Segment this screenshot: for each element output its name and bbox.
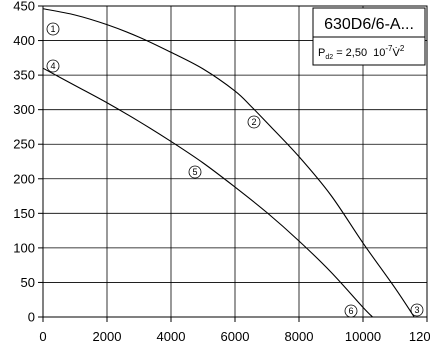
- formula-prefix: P: [318, 47, 325, 59]
- y-tick-label: 150: [13, 206, 35, 221]
- curve-callout: 5: [188, 165, 202, 179]
- legend-formula: Pd2 = 2,50 10-7V̇2: [318, 44, 405, 61]
- x-tick-label: 10000: [345, 329, 381, 344]
- callout-circle: [344, 304, 358, 318]
- y-tick-label: 450: [13, 0, 35, 14]
- curve-callouts: 1 2 3 4 5 6: [46, 22, 424, 318]
- curve-callout: 6: [344, 304, 358, 318]
- series-line-2: [42, 67, 373, 318]
- y-tick-label: 300: [13, 102, 35, 117]
- x-tick-label: 8000: [285, 329, 314, 344]
- curve-callout: 1: [46, 22, 60, 36]
- formula-exponent: -7: [385, 44, 393, 53]
- callout-number: 6: [348, 306, 353, 316]
- x-tick-label: 6000: [221, 329, 250, 344]
- formula-unit: 10: [373, 47, 385, 59]
- y-axis-ticks: 0 50 100 150 200 250 300 350 400 450: [13, 0, 43, 325]
- legend-title: 630D6/6-A...: [324, 16, 414, 33]
- y-tick-label: 50: [21, 275, 35, 290]
- y-tick-label: 250: [13, 137, 35, 152]
- callout-number: 3: [414, 305, 419, 315]
- callout-circle: [247, 115, 261, 129]
- callout-number: 5: [192, 167, 197, 177]
- formula-subscript: d2: [325, 54, 333, 61]
- x-tick-label: 4000: [157, 329, 186, 344]
- series-lines: [42, 8, 415, 318]
- x-axis-ticks: 0 2000 4000 6000 8000 10000 12000: [39, 317, 430, 344]
- callout-circle: [46, 59, 60, 73]
- formula-variable: V̇: [392, 46, 400, 59]
- callout-number: 4: [50, 61, 55, 71]
- callout-circle: [410, 303, 424, 317]
- x-tick-label: 12000: [409, 329, 430, 344]
- y-tick-label: 200: [13, 171, 35, 186]
- y-tick-label: 100: [13, 240, 35, 255]
- callout-circle: [188, 165, 202, 179]
- x-tick-label: 2000: [93, 329, 122, 344]
- curve-callout: 4: [46, 59, 60, 73]
- curve-callout: 2: [247, 115, 261, 129]
- y-tick-label: 350: [13, 68, 35, 83]
- callout-circle: [46, 22, 60, 36]
- callout-number: 2: [251, 117, 256, 127]
- legend-box: 630D6/6-A... Pd2 = 2,50 10-7V̇2: [312, 7, 426, 66]
- callout-number: 1: [50, 24, 55, 34]
- y-tick-label: 400: [13, 33, 35, 48]
- formula-value: = 2,50: [333, 47, 367, 59]
- x-tick-label: 0: [39, 329, 46, 344]
- formula-variable-exponent: 2: [400, 44, 405, 53]
- curve-callout: 3: [410, 303, 424, 317]
- y-tick-label: 0: [28, 310, 35, 325]
- series-line-1: [42, 8, 415, 318]
